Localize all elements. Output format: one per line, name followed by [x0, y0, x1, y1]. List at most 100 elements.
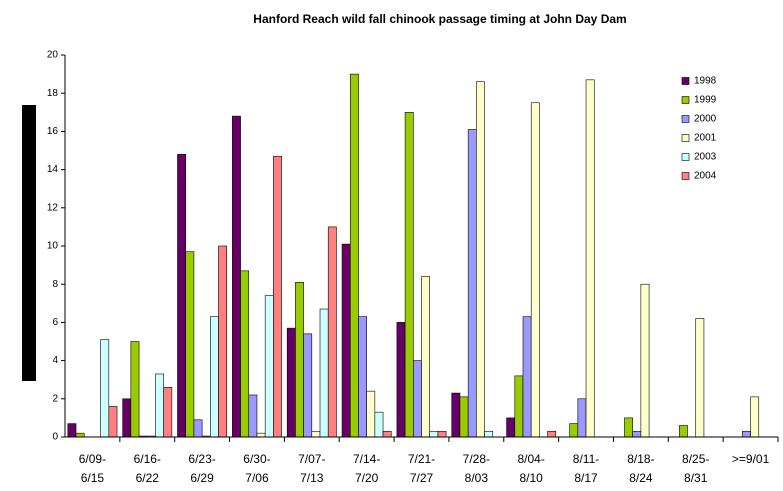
bar — [695, 318, 705, 438]
bar — [218, 245, 228, 438]
x-tick-label: 8/10 — [520, 471, 544, 485]
bar — [210, 316, 219, 438]
bar — [232, 115, 241, 438]
bar — [640, 283, 650, 438]
bar — [404, 112, 414, 438]
x-tick-label: 6/29 — [190, 471, 214, 485]
legend-label: 1999 — [694, 95, 717, 106]
x-tick-label: 8/17 — [574, 471, 598, 485]
bar — [177, 154, 187, 438]
x-tick-label: 7/14- — [353, 452, 380, 466]
chart-title: Hanford Reach wild fall chinook passage … — [253, 12, 626, 26]
x-tick-label: 7/21- — [408, 452, 435, 466]
x-tick-label: 6/16- — [134, 452, 161, 466]
bar — [396, 322, 406, 438]
bar — [248, 394, 258, 438]
bar — [264, 295, 274, 438]
x-tick-label: >=9/01 — [732, 452, 770, 466]
y-tick-label: 0 — [52, 432, 58, 443]
bar — [476, 81, 485, 438]
bar — [522, 316, 532, 438]
bar — [286, 327, 296, 438]
bar — [311, 430, 321, 438]
x-tick-label: 7/20 — [355, 471, 379, 485]
legend-swatch — [681, 172, 690, 180]
bar — [303, 333, 313, 438]
y-tick-label: 16 — [47, 126, 59, 137]
bar — [130, 341, 140, 438]
x-tick-label: 8/04- — [518, 452, 545, 466]
legend-label: 2000 — [694, 114, 717, 125]
x-tick-label: 8/24 — [629, 471, 653, 485]
axis-label-cover — [22, 105, 36, 381]
y-tick-label: 8 — [52, 279, 58, 290]
bar — [319, 308, 329, 438]
x-tick-label: 8/25- — [682, 452, 709, 466]
y-tick-label: 10 — [47, 241, 59, 252]
bar — [327, 226, 337, 438]
x-tick-label: 7/07- — [298, 452, 325, 466]
bar — [240, 270, 250, 438]
x-tick-label: 7/28- — [463, 452, 490, 466]
bar — [742, 430, 751, 438]
legend-swatch — [681, 115, 690, 123]
bar — [358, 316, 367, 438]
bar — [256, 432, 266, 438]
legend-swatch — [681, 153, 690, 161]
bar — [374, 411, 384, 438]
bar — [421, 276, 430, 438]
x-tick-label: 8/03 — [465, 471, 489, 485]
bar — [451, 392, 461, 438]
bar — [547, 430, 557, 438]
bar — [467, 129, 477, 438]
bar — [577, 398, 587, 438]
y-tick-label: 20 — [47, 50, 59, 61]
legend-swatch — [681, 134, 690, 142]
x-tick-label: 7/13 — [300, 471, 324, 485]
bar — [155, 373, 164, 438]
bar — [349, 73, 359, 438]
bar — [412, 360, 422, 438]
legend-label: 2001 — [694, 133, 717, 144]
bar — [632, 430, 642, 438]
y-tick-label: 12 — [47, 202, 59, 213]
x-tick-label: 8/31 — [684, 471, 708, 485]
bar — [514, 375, 524, 438]
bar — [585, 79, 595, 438]
bar — [273, 155, 282, 438]
bar — [295, 281, 304, 438]
x-tick-label: 6/22 — [136, 471, 160, 485]
bar — [437, 430, 447, 438]
legend-label: 1998 — [694, 76, 717, 87]
legend-label: 2003 — [694, 152, 717, 163]
legend-swatch — [681, 96, 690, 104]
bar — [750, 396, 760, 438]
y-tick-label: 4 — [52, 355, 58, 366]
bar — [530, 102, 540, 438]
bar — [108, 406, 118, 438]
bar — [122, 398, 132, 438]
x-tick-label: 7/27 — [410, 471, 434, 485]
x-tick-label: 8/11- — [573, 452, 599, 466]
x-tick-label: 8/18- — [627, 452, 654, 466]
legend-swatch — [681, 77, 690, 85]
bar — [163, 387, 173, 438]
y-tick-label: 2 — [52, 393, 58, 404]
bar — [75, 432, 85, 438]
y-tick-label: 14 — [47, 164, 59, 175]
x-tick-label: 6/23- — [188, 452, 215, 466]
bar — [429, 430, 439, 438]
bar — [459, 396, 469, 438]
x-tick-label: 6/30- — [243, 452, 270, 466]
y-tick-label: 6 — [52, 317, 58, 328]
bar — [193, 419, 203, 438]
bar — [506, 417, 516, 438]
y-tick-label: 18 — [47, 88, 59, 99]
bar — [366, 390, 376, 438]
x-tick-label: 7/06 — [245, 471, 269, 485]
bar — [569, 423, 579, 438]
bar — [341, 243, 351, 438]
bar — [679, 425, 688, 438]
bar — [185, 251, 195, 438]
